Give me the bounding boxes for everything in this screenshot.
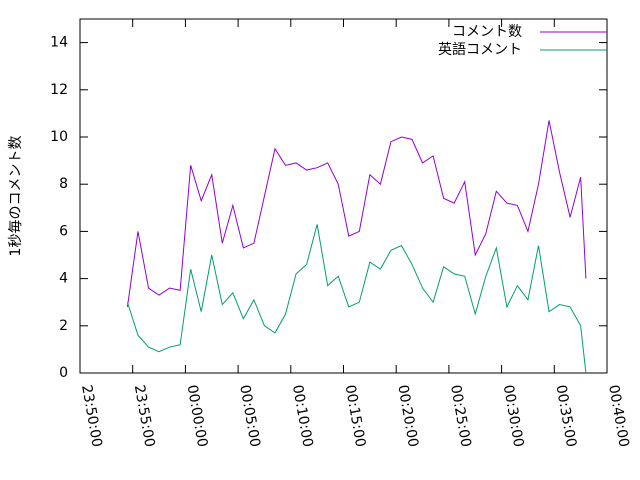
x-tick-label: 23:55:00 xyxy=(131,384,158,449)
y-tick-label: 14 xyxy=(50,35,68,51)
x-tick-label: 00:15:00 xyxy=(342,384,369,449)
y-tick-label: 2 xyxy=(59,318,68,334)
y-tick-label: 0 xyxy=(59,365,68,381)
x-tick-label: 23:50:00 xyxy=(78,384,105,449)
y-tick-label: 8 xyxy=(59,176,68,192)
series-line xyxy=(126,224,587,374)
y-axis-label: 1秒毎のコメント数 xyxy=(8,136,24,257)
series-line xyxy=(126,120,587,307)
x-tick-label: 00:10:00 xyxy=(289,384,316,449)
x-tick-label: 00:20:00 xyxy=(394,384,421,449)
x-tick-label: 00:35:00 xyxy=(552,384,579,449)
x-tick-label: 00:25:00 xyxy=(447,384,474,449)
legend-label: 英語コメント xyxy=(438,41,522,58)
y-tick-label: 10 xyxy=(50,129,68,145)
x-tick-label: 00:00:00 xyxy=(184,384,211,449)
y-tick-label: 4 xyxy=(59,271,68,287)
y-tick-label: 6 xyxy=(59,223,68,239)
legend-label: コメント数 xyxy=(452,24,522,40)
x-tick-label: 00:40:00 xyxy=(605,384,632,449)
y-tick-label: 12 xyxy=(50,82,68,98)
plot-frame xyxy=(79,18,608,374)
x-tick-label: 00:30:00 xyxy=(500,384,527,449)
x-tick-label: 00:05:00 xyxy=(236,384,263,449)
